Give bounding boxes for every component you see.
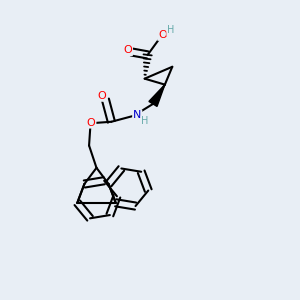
Text: H: H (167, 25, 175, 35)
Polygon shape (149, 85, 165, 106)
Text: O: O (158, 30, 167, 40)
Text: O: O (98, 91, 106, 101)
Text: O: O (87, 118, 95, 128)
Text: O: O (123, 45, 132, 55)
Text: H: H (141, 116, 148, 126)
Text: N: N (133, 110, 141, 120)
